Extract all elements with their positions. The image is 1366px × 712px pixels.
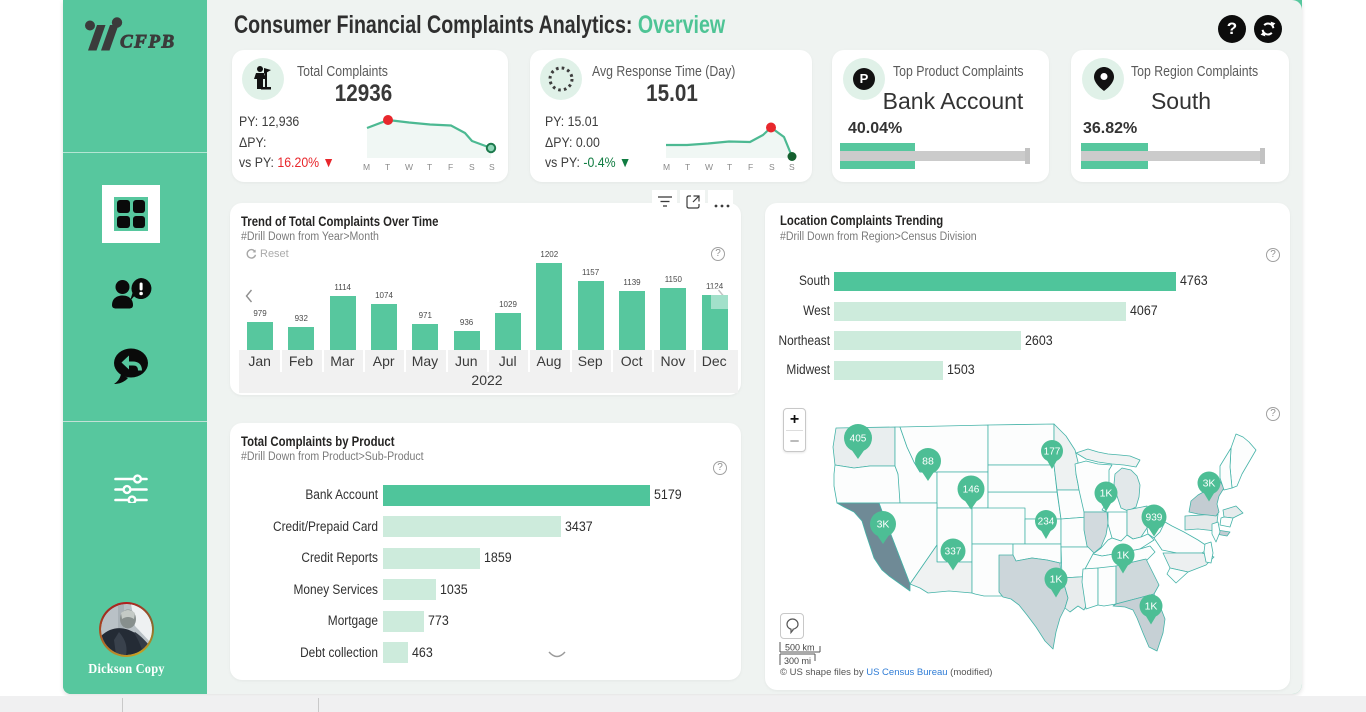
svg-text:3K: 3K — [877, 519, 890, 531]
svg-text:500 km: 500 km — [785, 643, 815, 653]
svg-text:146: 146 — [963, 485, 980, 496]
svg-text:1K: 1K — [1145, 601, 1158, 613]
svg-text:1K: 1K — [1117, 550, 1130, 562]
svg-text:1K: 1K — [1100, 488, 1113, 500]
svg-text:405: 405 — [850, 434, 867, 445]
svg-text:337: 337 — [945, 547, 962, 558]
svg-text:88: 88 — [922, 456, 934, 468]
svg-text:234: 234 — [1038, 517, 1055, 528]
svg-text:1K: 1K — [1050, 574, 1063, 586]
svg-text:3K: 3K — [1203, 478, 1216, 490]
svg-text:CFPB: CFPB — [120, 32, 176, 53]
svg-text:177: 177 — [1044, 447, 1061, 458]
svg-text:300 mi: 300 mi — [784, 656, 811, 666]
svg-text:939: 939 — [1146, 513, 1163, 524]
